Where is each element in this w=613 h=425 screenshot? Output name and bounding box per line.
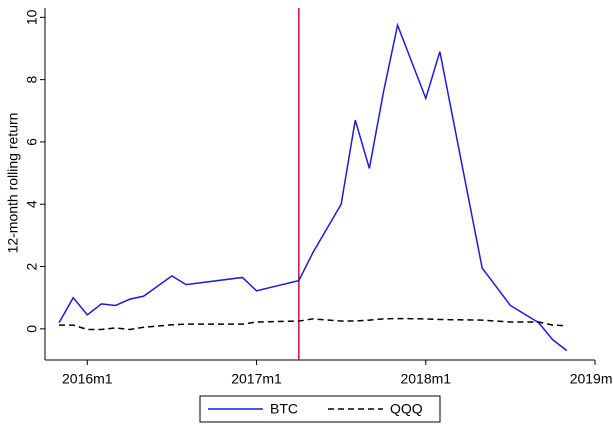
x-tick-label: 2019m1	[570, 371, 613, 387]
series-line	[59, 317, 567, 331]
y-tick-label: 8	[24, 76, 40, 84]
series-line	[58, 22, 568, 352]
x-tick-label: 2016m1	[62, 371, 113, 387]
y-tick-label: 4	[24, 200, 40, 208]
y-tick-label: 0	[24, 325, 40, 333]
legend-label: QQQ	[390, 401, 423, 417]
legend-label: BTC	[270, 401, 298, 417]
y-axis-label: 12-month rolling return	[5, 113, 21, 254]
y-tick-label: 2	[24, 262, 40, 270]
y-tick-label: 10	[24, 9, 40, 25]
x-tick-label: 2018m1	[400, 371, 451, 387]
x-tick-label: 2017m1	[231, 371, 282, 387]
y-tick-label: 6	[24, 138, 40, 146]
